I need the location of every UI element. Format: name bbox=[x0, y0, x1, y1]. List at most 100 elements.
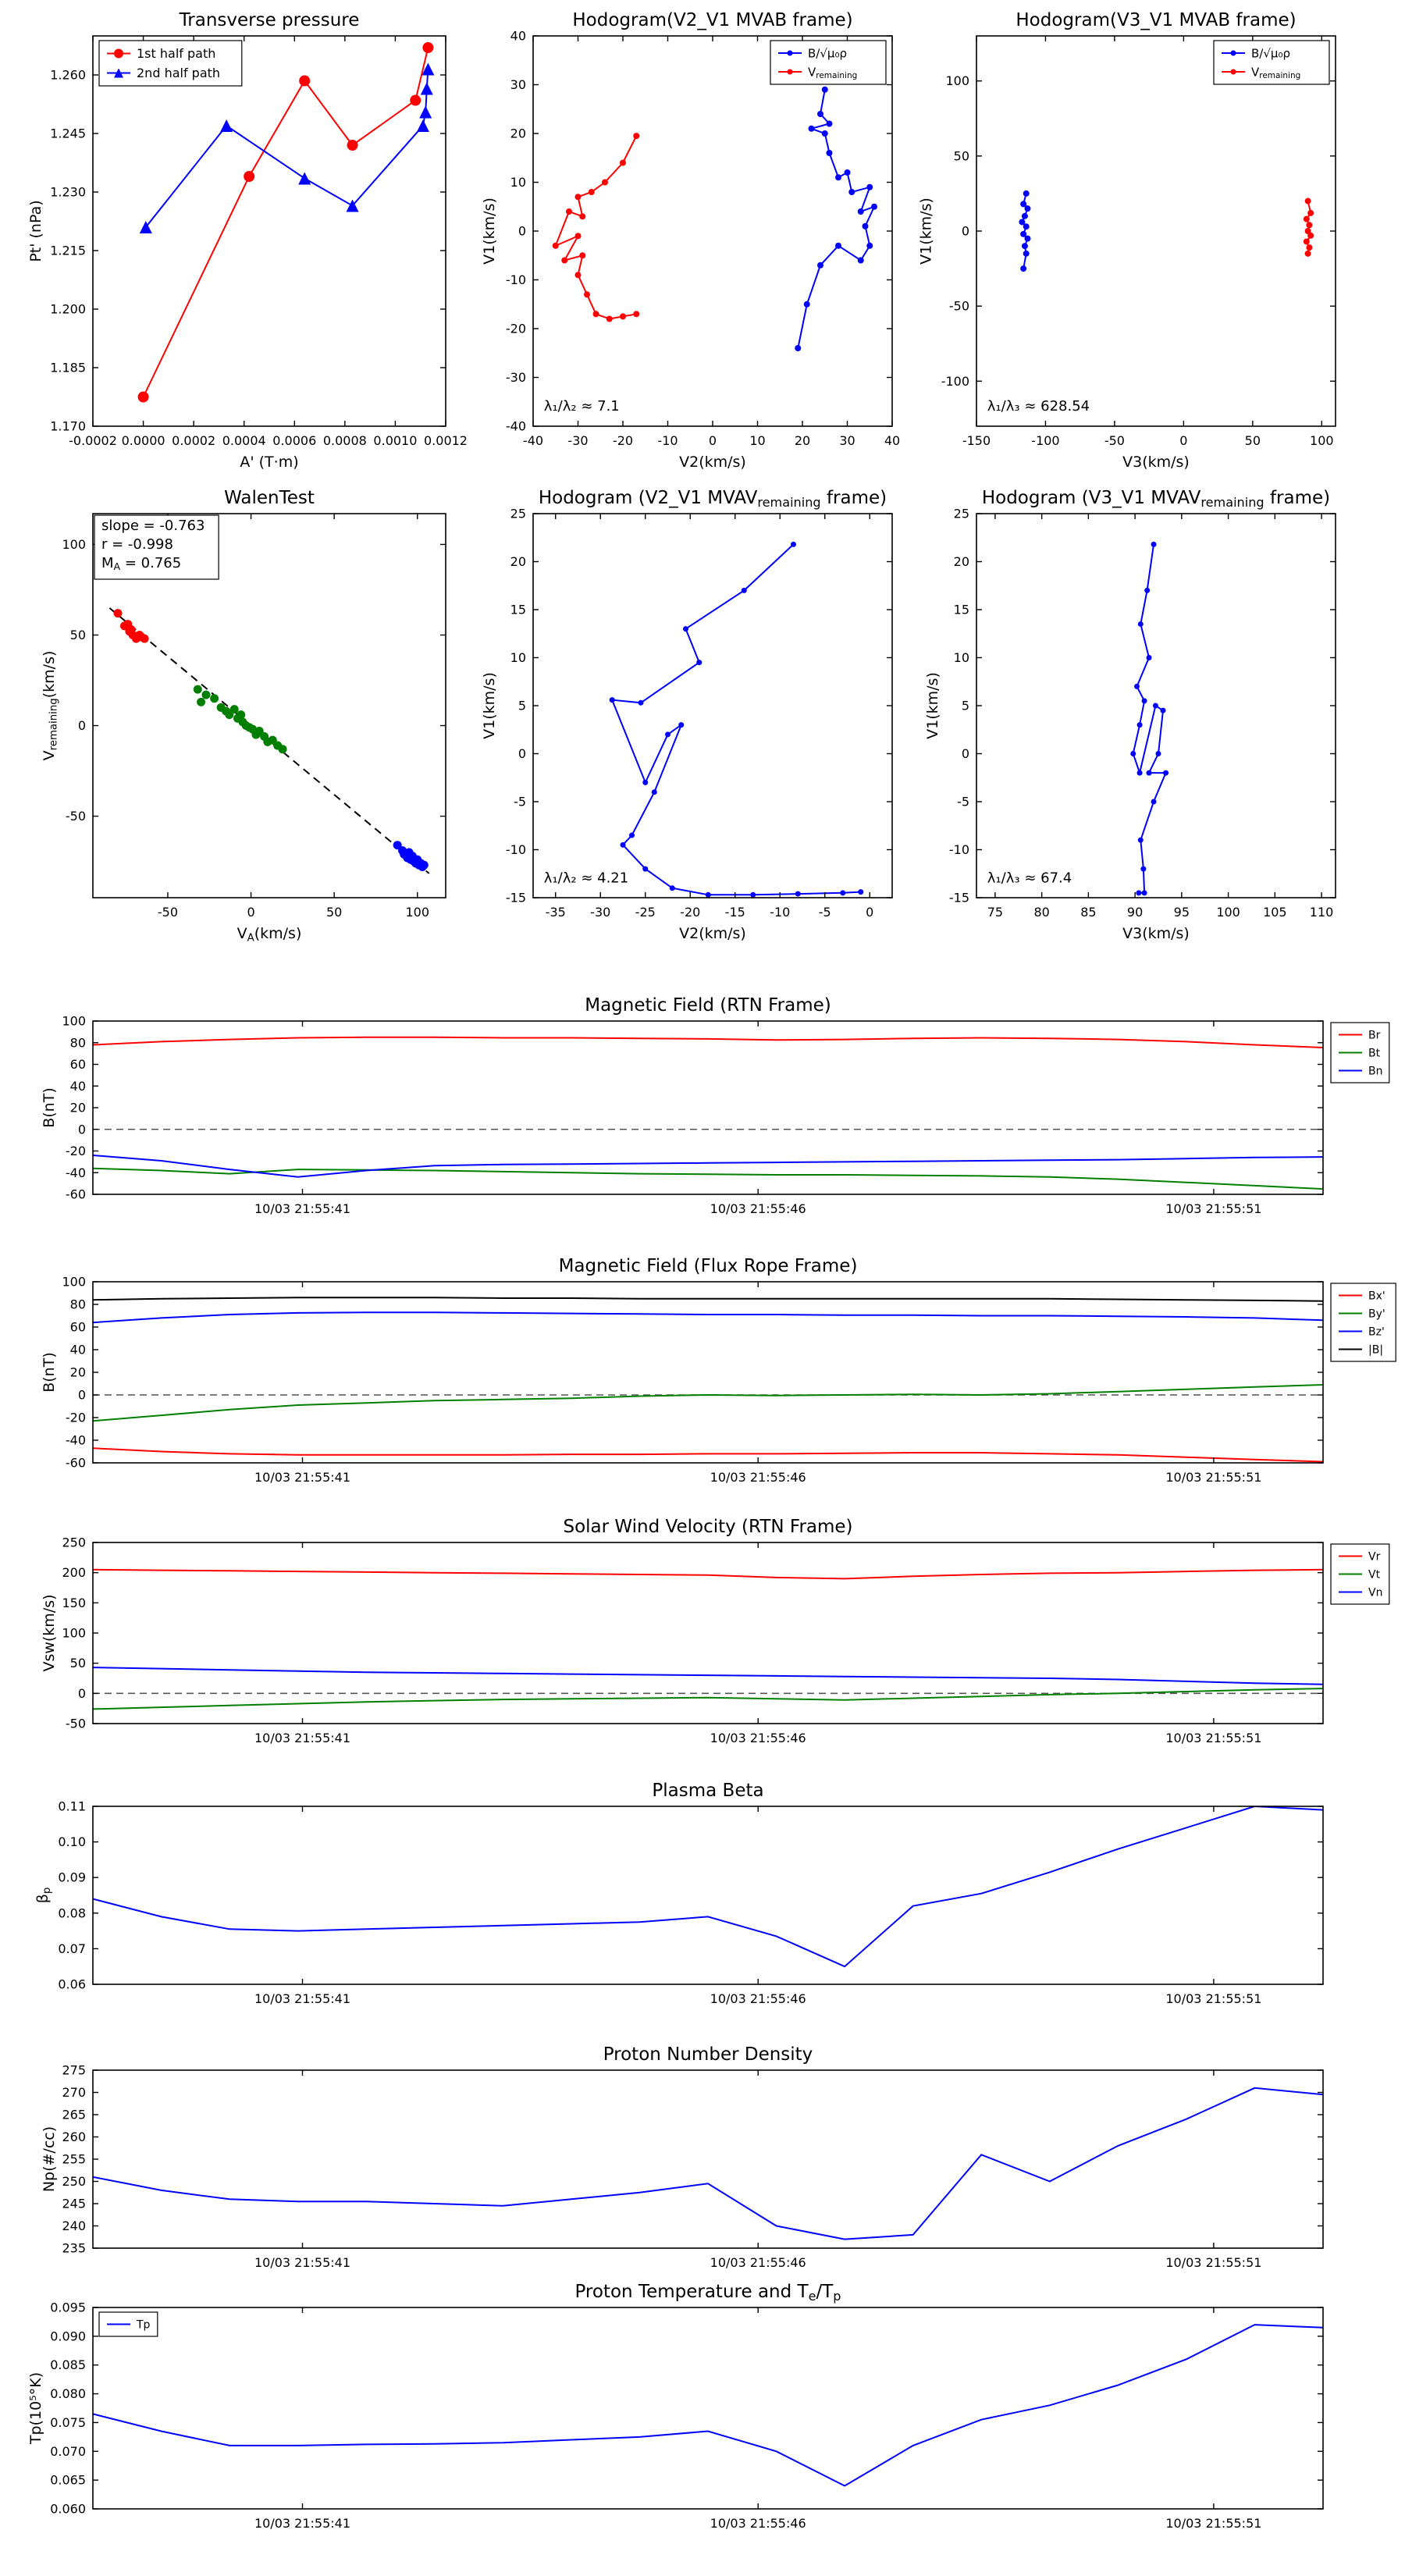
svg-text:-15: -15 bbox=[506, 891, 526, 906]
svg-text:1.245: 1.245 bbox=[50, 126, 86, 141]
svg-text:40: 40 bbox=[884, 433, 900, 448]
svg-text:250: 250 bbox=[62, 2174, 86, 2189]
svg-text:0: 0 bbox=[518, 746, 526, 761]
svg-text:0.090: 0.090 bbox=[50, 2329, 86, 2343]
svg-text:10: 10 bbox=[510, 650, 526, 665]
svg-text:Plasma Beta: Plasma Beta bbox=[652, 1781, 763, 1801]
svg-text:20: 20 bbox=[510, 126, 526, 141]
svg-text:-50: -50 bbox=[1104, 433, 1125, 448]
svg-text:λ₁/λ₂ ≈ 7.1: λ₁/λ₂ ≈ 7.1 bbox=[544, 398, 620, 415]
svg-text:100: 100 bbox=[62, 1626, 86, 1641]
svg-text:0.0010: 0.0010 bbox=[373, 433, 417, 448]
svg-text:10/03 21:55:41: 10/03 21:55:41 bbox=[254, 1731, 350, 1745]
svg-text:15: 15 bbox=[954, 603, 969, 617]
svg-text:0.0004: 0.0004 bbox=[222, 433, 266, 448]
svg-text:90: 90 bbox=[1127, 905, 1143, 920]
svg-text:0.070: 0.070 bbox=[50, 2444, 86, 2459]
svg-text:Np(#/cc): Np(#/cc) bbox=[41, 2126, 58, 2192]
chart-proton-temperature: 10/03 21:55:41 10/03 21:55:46 10/03 21:55:… bbox=[27, 2282, 1324, 2531]
svg-text:80: 80 bbox=[1033, 905, 1049, 920]
svg-text:V1(km/s): V1(km/s) bbox=[924, 672, 941, 739]
svg-text:1.230: 1.230 bbox=[50, 185, 86, 200]
svg-text:245: 245 bbox=[62, 2197, 86, 2211]
svg-text:100: 100 bbox=[62, 537, 86, 552]
svg-text:Vt: Vt bbox=[1368, 1568, 1381, 1581]
svg-text:WalenTest: WalenTest bbox=[224, 488, 315, 508]
svg-text:V3(km/s): V3(km/s) bbox=[1122, 454, 1190, 471]
svg-text:40: 40 bbox=[70, 1343, 86, 1357]
svg-text:-40: -40 bbox=[66, 1433, 86, 1448]
svg-text:Hodogram(V3_V1 MVAB frame): Hodogram(V3_V1 MVAB frame) bbox=[1016, 10, 1296, 30]
svg-text:10/03 21:55:41: 10/03 21:55:41 bbox=[254, 2516, 350, 2531]
svg-text:0.0000: 0.0000 bbox=[122, 433, 165, 448]
svg-text:0.075: 0.075 bbox=[50, 2415, 86, 2430]
svg-text:Vremaining(km/s): Vremaining(km/s) bbox=[41, 651, 59, 761]
svg-text:200: 200 bbox=[62, 1565, 86, 1580]
svg-text:0.095: 0.095 bbox=[50, 2300, 86, 2315]
svg-text:-100: -100 bbox=[941, 374, 969, 389]
svg-text:0: 0 bbox=[962, 224, 969, 239]
svg-text:0: 0 bbox=[518, 224, 526, 239]
svg-text:-5: -5 bbox=[514, 795, 526, 809]
svg-text:B/√μ₀ρ: B/√μ₀ρ bbox=[808, 46, 847, 60]
svg-text:λ₁/λ₃ ≈ 67.4: λ₁/λ₃ ≈ 67.4 bbox=[987, 870, 1072, 886]
svg-text:100: 100 bbox=[405, 905, 429, 920]
svg-text:10/03 21:55:51: 10/03 21:55:51 bbox=[1165, 2255, 1261, 2270]
svg-text:Bt: Bt bbox=[1368, 1047, 1381, 1059]
svg-text:10/03 21:55:51: 10/03 21:55:51 bbox=[1165, 1991, 1261, 2006]
svg-text:VA(km/s): VA(km/s) bbox=[237, 925, 302, 944]
svg-text:75: 75 bbox=[987, 905, 1003, 920]
svg-text:0: 0 bbox=[1179, 433, 1187, 448]
svg-text:Solar Wind Velocity (RTN Frame: Solar Wind Velocity (RTN Frame) bbox=[563, 1517, 852, 1537]
svg-text:100: 100 bbox=[1310, 433, 1334, 448]
svg-text:20: 20 bbox=[954, 554, 969, 569]
svg-text:1.260: 1.260 bbox=[50, 68, 86, 83]
svg-text:10/03 21:55:46: 10/03 21:55:46 bbox=[710, 2255, 806, 2270]
svg-text:25: 25 bbox=[954, 507, 969, 521]
svg-text:-10: -10 bbox=[949, 842, 969, 857]
svg-text:0.0006: 0.0006 bbox=[272, 433, 316, 448]
svg-text:0: 0 bbox=[247, 905, 254, 920]
svg-text:10/03 21:55:51: 10/03 21:55:51 bbox=[1165, 1731, 1261, 1745]
svg-text:Transverse pressure: Transverse pressure bbox=[179, 10, 360, 30]
svg-text:10/03 21:55:51: 10/03 21:55:51 bbox=[1165, 1201, 1261, 1216]
svg-text:250: 250 bbox=[62, 1535, 86, 1550]
svg-text:2nd half path: 2nd half path bbox=[137, 66, 220, 80]
svg-text:1.185: 1.185 bbox=[50, 361, 86, 375]
svg-text:V3(km/s): V3(km/s) bbox=[1122, 925, 1190, 942]
svg-text:V2(km/s): V2(km/s) bbox=[679, 925, 746, 942]
svg-text:-40: -40 bbox=[66, 1165, 86, 1180]
svg-text:100: 100 bbox=[1216, 905, 1240, 920]
svg-text:-5: -5 bbox=[819, 905, 831, 920]
svg-text:25: 25 bbox=[510, 507, 526, 521]
svg-text:-10: -10 bbox=[506, 842, 526, 857]
svg-text:100: 100 bbox=[945, 73, 969, 88]
svg-text:-20: -20 bbox=[613, 433, 633, 448]
chart-walen-test: -50 0 50 100 -50 0 50 100 WalenTest VA(km/s) Vrema… bbox=[41, 488, 446, 944]
svg-text:r = -0.998: r = -0.998 bbox=[101, 536, 173, 553]
svg-text:Bz': Bz' bbox=[1368, 1325, 1385, 1338]
svg-text:0.08: 0.08 bbox=[58, 1905, 86, 1920]
svg-text:Tp: Tp bbox=[136, 2318, 151, 2331]
svg-text:-50: -50 bbox=[949, 299, 969, 314]
svg-text:150: 150 bbox=[62, 1596, 86, 1610]
svg-text:0.06: 0.06 bbox=[58, 1977, 86, 1992]
svg-text:60: 60 bbox=[70, 1320, 86, 1335]
svg-text:0.11: 0.11 bbox=[58, 1799, 86, 1814]
svg-text:85: 85 bbox=[1080, 905, 1096, 920]
svg-text:10: 10 bbox=[954, 650, 969, 665]
chart-magnetic-field-rtn: 10/03 21:55:41 10/03 21:55:46 10/03 21:55:… bbox=[41, 995, 1390, 1216]
svg-text:Tp(10⁵°K): Tp(10⁵°K) bbox=[27, 2372, 44, 2445]
svg-text:A' (T·m): A' (T·m) bbox=[240, 454, 298, 471]
svg-text:B(nT): B(nT) bbox=[41, 1087, 58, 1128]
svg-text:80: 80 bbox=[70, 1297, 86, 1312]
chart-proton-number-density: 10/03 21:55:41 10/03 21:55:46 10/03 21:55:… bbox=[41, 2044, 1324, 2270]
svg-text:By': By' bbox=[1368, 1308, 1385, 1320]
svg-text:Vremaining: Vremaining bbox=[808, 65, 857, 80]
svg-text:Magnetic Field (RTN Frame): Magnetic Field (RTN Frame) bbox=[585, 995, 831, 1016]
chart-hodogram-v3v1-mvab: -150 -100 -50 0 50 100 -100 -50 0 50 100 Hodogram(V… bbox=[918, 10, 1336, 471]
svg-text:Bx': Bx' bbox=[1368, 1290, 1385, 1302]
svg-text:0: 0 bbox=[78, 1388, 86, 1403]
